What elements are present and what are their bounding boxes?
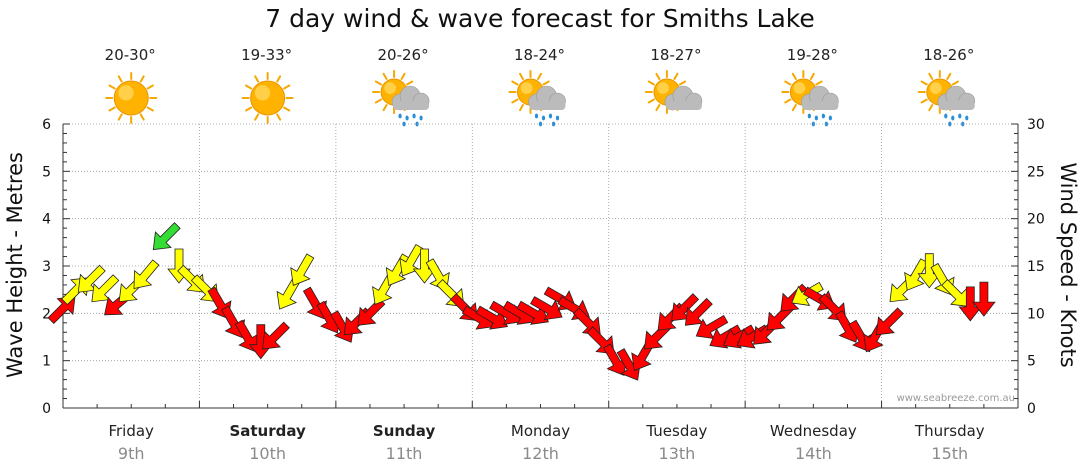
- wind-arrow: [723, 324, 756, 349]
- sun-cloud-rain-icon: [508, 70, 566, 127]
- day-name-label: Saturday: [229, 422, 306, 440]
- temperature-range: 20-30°: [105, 46, 156, 64]
- y-right-tick-label: 30: [1027, 117, 1045, 133]
- wind-arrow: [941, 278, 970, 307]
- day-name-label: Monday: [511, 422, 570, 440]
- wind-arrow: [262, 321, 290, 350]
- y-left-tick-label: 3: [42, 259, 51, 275]
- wind-arrow: [904, 258, 929, 291]
- weather-row: 20-30° 19-33° 20-26° 18-24° 18-27° 19-28° 18-2…: [105, 46, 976, 127]
- y-left-tick-label: 6: [42, 117, 51, 133]
- chart-title: 7 day wind & wave forecast for Smiths La…: [265, 4, 815, 33]
- sunny-icon: [241, 72, 294, 124]
- day-date-label: 13th: [659, 444, 696, 463]
- day-name-label: Friday: [108, 422, 154, 440]
- temperature-range: 20-26°: [378, 46, 429, 64]
- temperature-range: 18-27°: [650, 46, 701, 64]
- wind-arrow: [875, 307, 904, 336]
- credit-text: www.seabreeze.com.au: [897, 393, 1015, 404]
- y-left-tick-label: 0: [42, 401, 51, 417]
- day-date-label: 10th: [249, 444, 286, 463]
- day-name-label: Sunday: [373, 422, 436, 440]
- day-name-label: Tuesday: [645, 422, 707, 440]
- day-date-label: 15th: [931, 444, 968, 463]
- y-left-tick-label: 4: [42, 212, 51, 228]
- y-axis-right-label: Wind Speed - Knots: [1056, 162, 1080, 367]
- sun-cloud-icon: [644, 70, 703, 114]
- y-left-tick-label: 2: [42, 306, 51, 322]
- x-axis-labels: Friday 9th Saturday 10th Sunday 11th Monday 12t…: [108, 422, 984, 463]
- temperature-range: 18-24°: [514, 46, 565, 64]
- y-axis-left-label: Wave Height - Metres: [3, 152, 27, 378]
- day-date-label: 11th: [386, 444, 423, 463]
- wind-arrow: [530, 296, 563, 321]
- wind-arrow: [972, 281, 996, 317]
- chart-grid: [63, 123, 1018, 408]
- wind-arrow: [133, 259, 160, 290]
- day-date-label: 9th: [118, 444, 145, 463]
- wind-arrows: [47, 222, 996, 381]
- wind-arrow: [290, 253, 315, 286]
- y-left-tick-label: 5: [42, 164, 51, 180]
- day-date-label: 14th: [795, 444, 832, 463]
- day-name-label: Wednesday: [770, 422, 857, 440]
- sunny-icon: [105, 72, 158, 124]
- chart-axes: 0 1 2 3 4 5 6 0 5 10 15 20 25 30: [42, 117, 1045, 417]
- temperature-range: 19-28°: [787, 46, 838, 64]
- wind-arrow: [152, 222, 181, 251]
- y-right-tick-label: 25: [1027, 164, 1045, 180]
- temperature-range: 19-33°: [241, 46, 292, 64]
- day-name-label: Thursday: [914, 422, 985, 440]
- y-right-tick-label: 0: [1027, 401, 1036, 417]
- y-right-tick-label: 5: [1027, 354, 1036, 370]
- y-right-tick-label: 15: [1027, 259, 1045, 275]
- sun-cloud-rain-icon: [372, 70, 430, 127]
- y-right-tick-label: 10: [1027, 306, 1045, 322]
- temperature-range: 18-26°: [923, 46, 974, 64]
- wind-arrow: [709, 324, 742, 349]
- sun-cloud-rain-icon: [917, 70, 976, 127]
- sun-cloud-rain-icon: [781, 70, 839, 127]
- y-left-tick-label: 1: [42, 354, 51, 370]
- day-date-label: 12th: [522, 444, 559, 463]
- y-right-tick-label: 20: [1027, 212, 1045, 228]
